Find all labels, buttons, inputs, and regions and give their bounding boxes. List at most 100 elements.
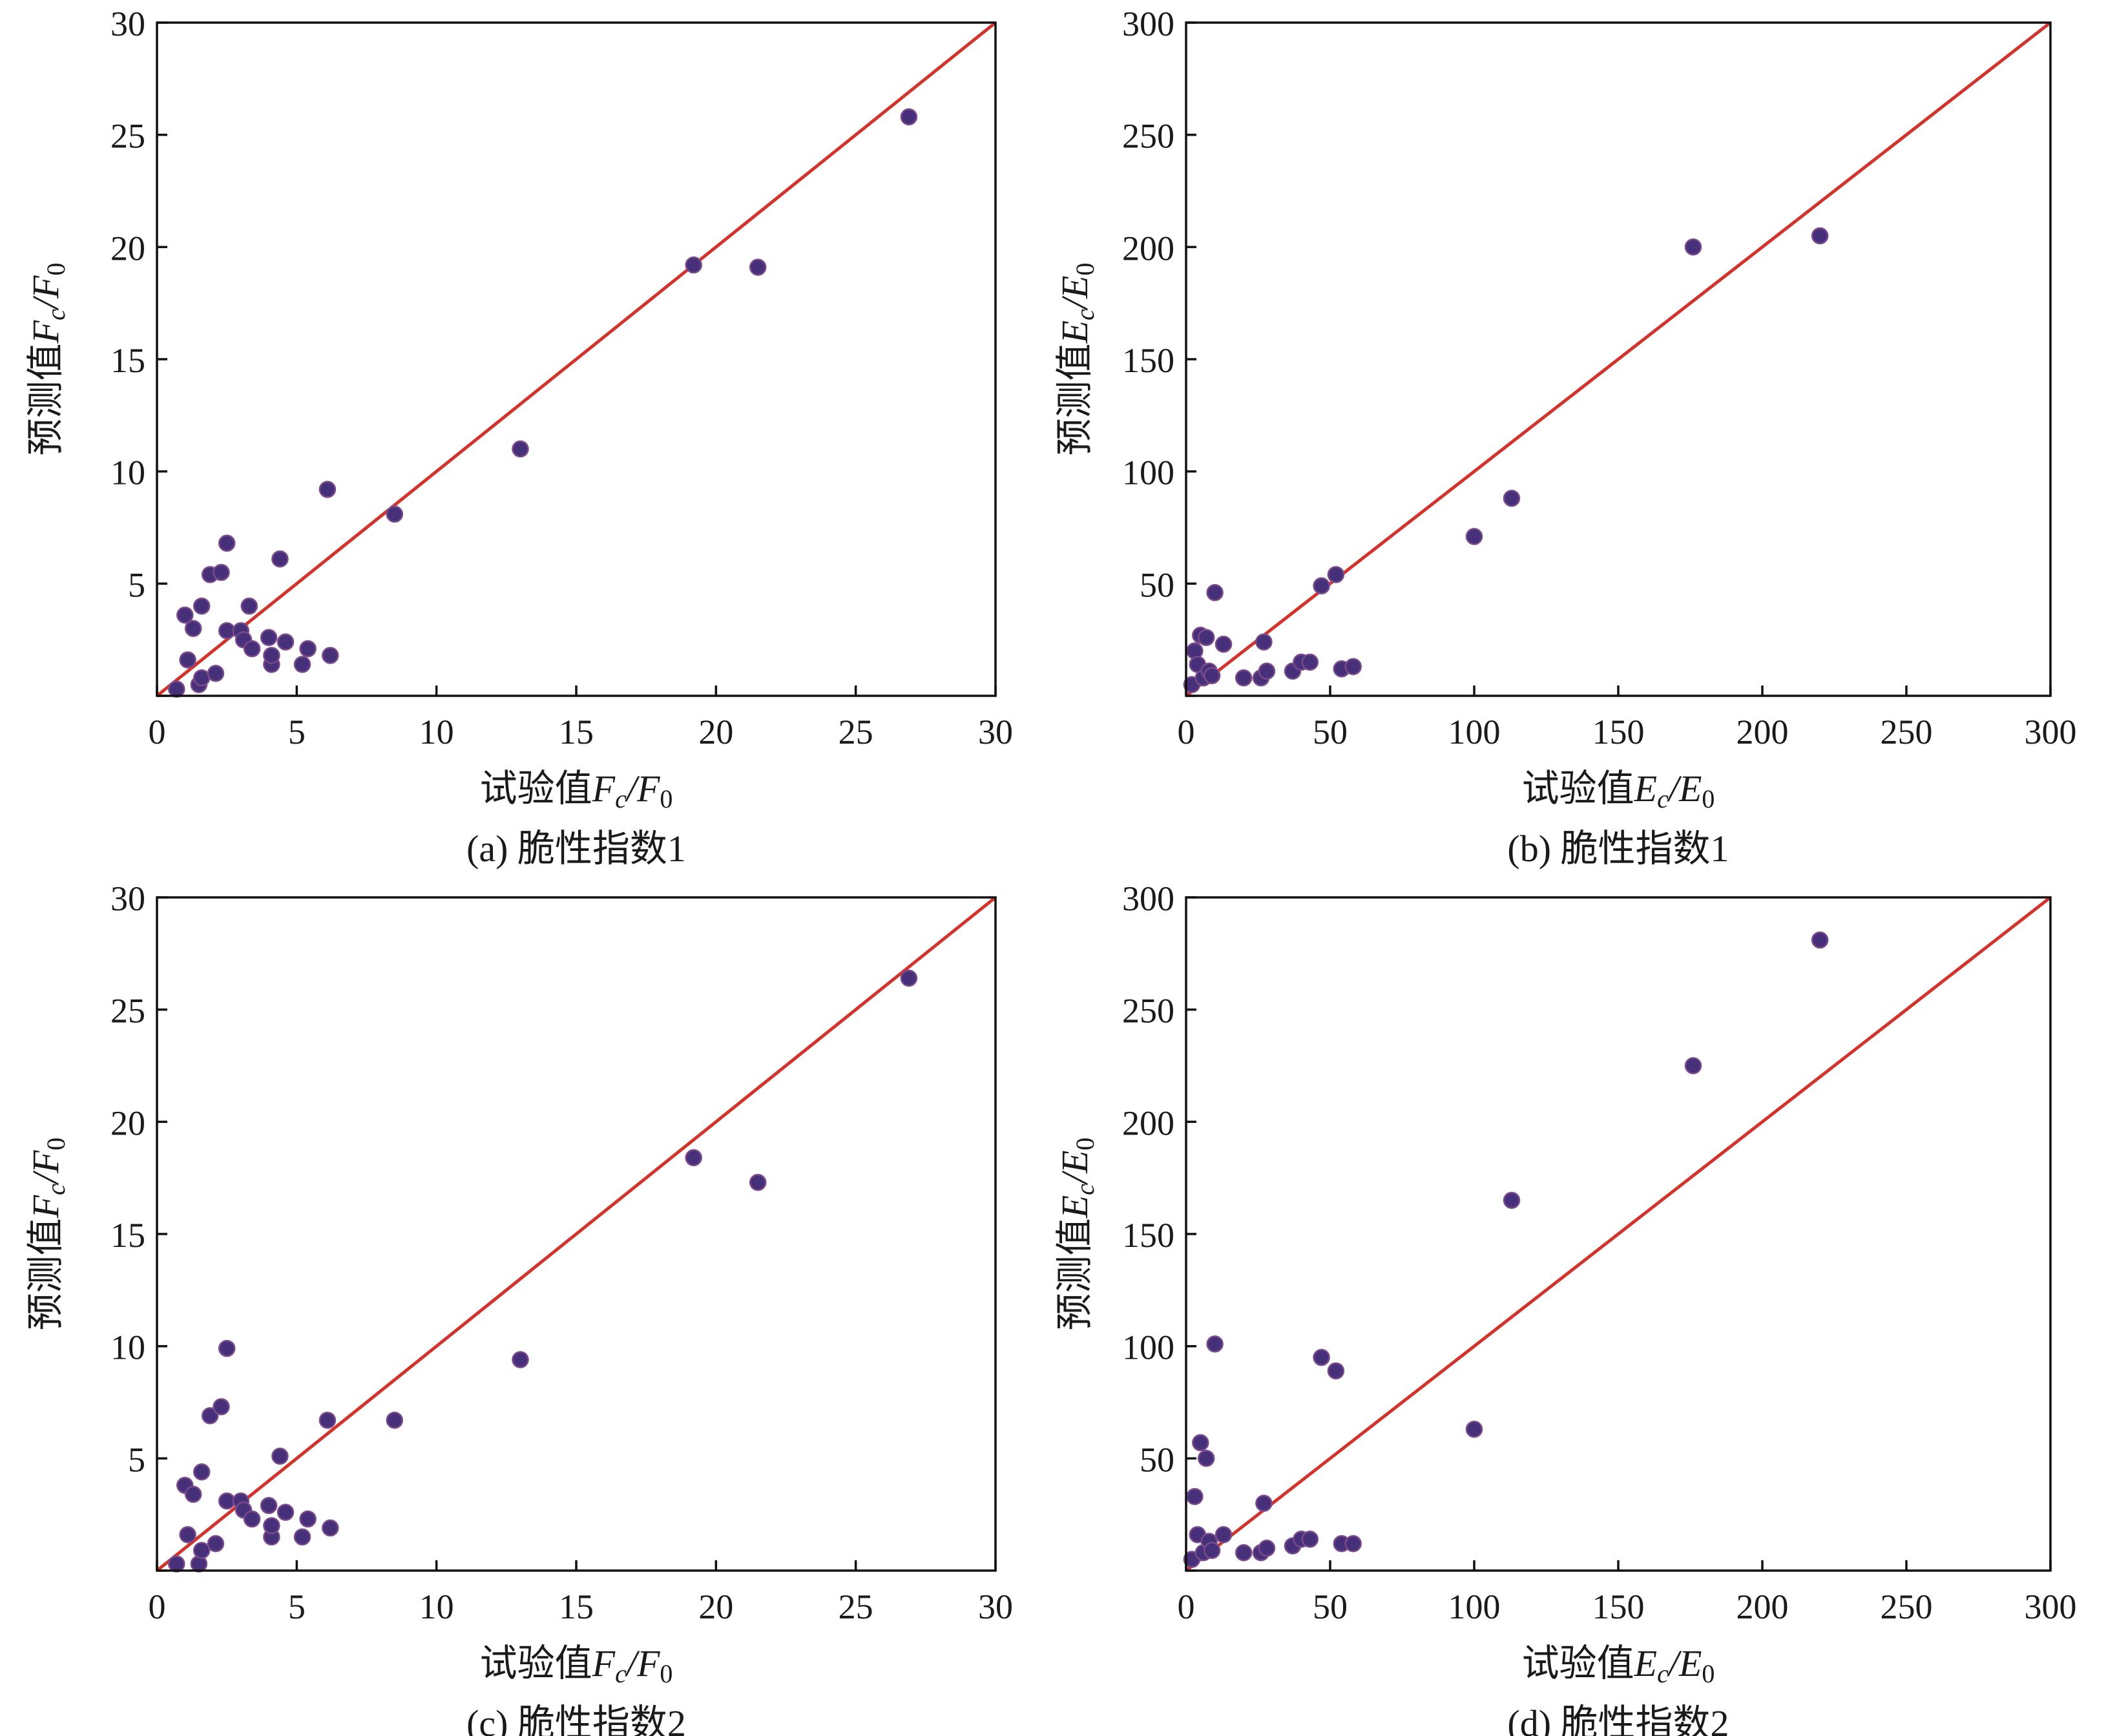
data-point: [179, 1526, 196, 1543]
data-point: [386, 1412, 404, 1429]
data-point: [184, 620, 202, 638]
data-point: [1206, 1335, 1224, 1353]
x-tick-label: 5: [288, 713, 306, 751]
data-point: [213, 1398, 230, 1416]
data-point: [1206, 583, 1224, 601]
data-point: [218, 534, 236, 552]
x-tick-label: 30: [978, 1587, 1013, 1626]
y-tick-label: 10: [110, 454, 145, 492]
y-tick-label: 300: [1122, 5, 1174, 43]
x-tick-label: 0: [149, 1587, 166, 1626]
y-tick-label: 250: [1122, 992, 1174, 1030]
y-tick-label: 10: [110, 1328, 145, 1367]
y-tick-label: 25: [110, 992, 145, 1030]
x-tick-label: 0: [1178, 1587, 1195, 1626]
y-axis-label: 预测值Ec/E0: [1054, 263, 1100, 456]
reference-line: [1186, 897, 2050, 1571]
y-tick-label: 15: [110, 341, 145, 380]
x-axis-label: 试验值Fc/F0: [480, 1642, 673, 1688]
data-point: [1258, 662, 1276, 680]
y-tick-label: 300: [1122, 879, 1174, 918]
panel-caption: (c) 脆性指数2: [466, 1702, 686, 1736]
y-tick-label: 100: [1122, 1328, 1174, 1367]
data-point: [1301, 653, 1319, 671]
data-point: [1811, 931, 1829, 949]
chart-panel-c: 0 5 5 10 10 15 15 20 20 25 25 30 30 试验值Fc/F0 (c) 脆性指数2…: [25, 879, 1013, 1736]
y-tick-label: 5: [128, 565, 145, 604]
data-point: [263, 647, 280, 664]
data-point: [276, 1503, 295, 1521]
data-point: [1327, 1362, 1345, 1380]
data-point: [218, 1339, 236, 1357]
x-tick-label: 100: [1448, 1587, 1501, 1626]
x-tick-label: 15: [559, 713, 594, 751]
y-tick-label: 100: [1122, 454, 1174, 492]
data-point: [260, 629, 278, 646]
data-point: [184, 1485, 202, 1503]
data-point: [299, 1510, 317, 1528]
data-point: [243, 1510, 261, 1528]
data-point: [1192, 1434, 1209, 1452]
x-tick-label: 20: [698, 1587, 733, 1626]
x-axis-label: 试验值Ec/E0: [1522, 768, 1715, 813]
data-point: [900, 108, 918, 126]
data-point: [1203, 1542, 1221, 1559]
x-tick-label: 300: [2025, 1587, 2077, 1626]
x-tick-label: 300: [2025, 713, 2077, 751]
data-point: [1503, 1191, 1521, 1209]
data-point: [243, 640, 261, 658]
data-point: [193, 1542, 211, 1559]
x-tick-label: 15: [559, 1587, 594, 1626]
y-tick-label: 200: [1122, 229, 1174, 267]
x-tick-label: 25: [839, 713, 873, 751]
data-point: [900, 969, 918, 987]
data-point: [1465, 1420, 1483, 1438]
data-point: [263, 1517, 280, 1534]
x-tick-label: 200: [1736, 713, 1789, 751]
y-tick-label: 250: [1122, 117, 1174, 156]
data-point: [318, 481, 337, 498]
reference-line: [157, 897, 996, 1571]
data-point: [1327, 566, 1345, 583]
x-tick-label: 25: [839, 1587, 873, 1626]
data-point: [193, 669, 211, 687]
data-point: [1255, 633, 1273, 651]
data-point: [1215, 1526, 1233, 1543]
data-point: [1503, 490, 1521, 507]
data-point: [271, 1447, 289, 1465]
data-point: [1186, 1488, 1204, 1505]
data-point: [685, 256, 702, 274]
data-point: [176, 606, 194, 624]
x-axis-label: 试验值Ec/E0: [1522, 1642, 1715, 1688]
data-point: [1235, 1543, 1253, 1562]
data-point: [271, 550, 289, 568]
x-axis-label: 试验值Fc/F0: [480, 768, 673, 813]
data-point: [1203, 667, 1221, 684]
data-point: [1684, 238, 1702, 256]
panel-caption: (d) 脆性指数2: [1507, 1702, 1729, 1736]
data-point: [193, 597, 211, 615]
data-point: [1255, 1494, 1273, 1512]
x-tick-label: 0: [149, 713, 166, 751]
data-point: [322, 1519, 339, 1537]
data-point: [299, 640, 317, 658]
y-tick-label: 15: [110, 1216, 145, 1255]
x-tick-label: 20: [698, 713, 733, 751]
data-point: [1197, 1450, 1215, 1467]
data-point: [512, 1351, 529, 1368]
data-point: [276, 633, 295, 651]
data-point: [293, 656, 311, 673]
x-tick-label: 100: [1448, 713, 1501, 751]
x-tick-label: 30: [978, 713, 1013, 751]
x-tick-label: 150: [1592, 713, 1645, 751]
data-point: [201, 1407, 219, 1425]
data-point: [1235, 669, 1253, 687]
y-axis-label: 预测值Ec/E0: [1054, 1138, 1100, 1331]
y-tick-label: 50: [1140, 1440, 1174, 1479]
data-point: [1465, 528, 1483, 545]
x-tick-label: 10: [419, 1587, 454, 1626]
data-point: [1258, 1540, 1276, 1557]
x-tick-label: 10: [419, 713, 454, 751]
data-point: [207, 665, 225, 682]
y-axis-label: 预测值Fc/F0: [25, 1138, 70, 1331]
